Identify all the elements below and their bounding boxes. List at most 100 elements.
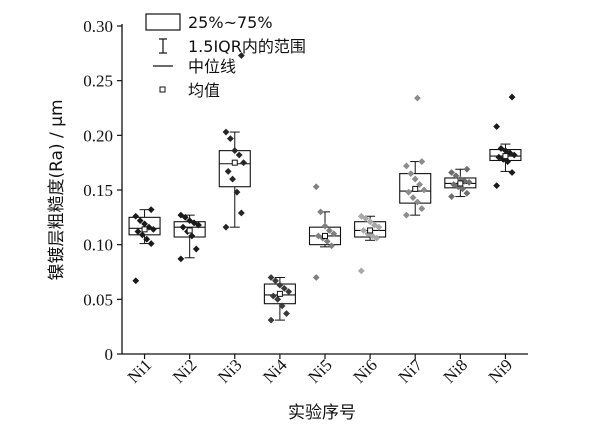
data-point (409, 194, 417, 202)
data-point (272, 277, 279, 285)
data-point (179, 223, 187, 231)
y-tick-label: 0.30 (83, 17, 113, 36)
legend-label-mean: 均值 (188, 81, 220, 100)
x-tick-label: Ni1 (124, 355, 155, 386)
x-tick-label: Ni8 (440, 355, 471, 386)
data-point (229, 175, 236, 183)
data-point (315, 232, 322, 240)
data-point (373, 234, 381, 242)
x-tick-label: Ni4 (259, 355, 291, 387)
data-point (312, 183, 320, 191)
data-point (177, 211, 185, 219)
data-point (186, 217, 194, 225)
data-point (405, 188, 413, 196)
data-point (452, 172, 460, 180)
data-point (147, 240, 155, 247)
x-axis-title: 实验序号 (288, 403, 356, 423)
data-point (499, 155, 507, 163)
legend-label-whisker: 1.5IQR内的范围 (188, 37, 306, 56)
data-point (269, 292, 277, 300)
x-tick-label: Ni7 (395, 355, 427, 387)
box-group-ni9 (489, 93, 522, 190)
y-axis: 0 0.05 0.10 0.15 0.20 0.25 0.30 (83, 17, 122, 364)
data-point (149, 225, 157, 233)
legend-whisker-symbol (159, 38, 167, 54)
data-point (459, 185, 466, 193)
y-axis-title: 镍镀层粗糙度(Ra) / μm (47, 99, 67, 280)
box-group-ni3 (218, 52, 251, 231)
data-point (493, 123, 501, 130)
mean-marker (502, 153, 509, 160)
data-point (188, 232, 196, 240)
data-point (237, 52, 245, 59)
data-point (508, 169, 516, 176)
data-point (495, 153, 503, 161)
box-group-ni4 (263, 274, 296, 324)
data-point (136, 217, 144, 225)
x-tick-label: Ni9 (485, 355, 516, 386)
data-point (274, 295, 282, 303)
mean-marker (231, 159, 238, 166)
data-point (132, 212, 140, 220)
box-group-ni6 (354, 212, 387, 275)
x-tick-label: Ni3 (214, 355, 245, 386)
data-point (235, 151, 243, 159)
data-point (138, 231, 146, 239)
data-point (134, 228, 142, 235)
mean-marker (322, 232, 328, 239)
data-point (141, 220, 148, 228)
data-point (461, 177, 469, 185)
data-point (403, 162, 410, 170)
x-tick-label: Ni6 (349, 355, 380, 386)
mean-marker (276, 290, 283, 297)
data-point (278, 302, 286, 310)
data-point (143, 235, 151, 243)
data-point (450, 181, 458, 188)
data-point (276, 281, 284, 289)
data-point (283, 310, 290, 317)
mean-marker (367, 227, 374, 234)
x-tick-label: Ni5 (304, 355, 335, 386)
data-point (132, 277, 140, 285)
x-tick-label: Ni2 (169, 355, 200, 386)
data-point (418, 205, 426, 212)
data-point (222, 223, 230, 231)
data-point (280, 285, 288, 292)
data-point (317, 208, 324, 216)
data-point (312, 274, 320, 281)
data-point (224, 168, 232, 175)
data-point (267, 316, 275, 324)
iqr-box (218, 150, 251, 188)
data-point (414, 94, 421, 102)
y-tick-label: 0.05 (83, 290, 113, 309)
data-point (240, 159, 247, 167)
data-point (190, 219, 198, 227)
data-point (463, 189, 471, 197)
data-point (508, 93, 516, 101)
mean-marker (186, 227, 193, 234)
data-point (328, 242, 335, 250)
data-point (233, 188, 241, 196)
box-group-ni8 (444, 165, 477, 200)
mean-marker (412, 185, 419, 192)
data-point (231, 147, 239, 155)
legend-label-box: 25%~75% (188, 13, 273, 32)
data-point (366, 218, 374, 226)
y-tick-label: 0.15 (83, 181, 113, 200)
box-group-ni7 (399, 94, 432, 219)
data-point (407, 170, 415, 177)
legend-mean-symbol (159, 86, 166, 93)
x-axis: Ni1 Ni2 Ni3 Ni4 Ni5 Ni6 Ni7 Ni8 Ni9 (124, 354, 516, 387)
data-point (267, 274, 275, 281)
box-series-group (128, 52, 522, 324)
box-group-ni5 (308, 183, 342, 281)
legend-label-median: 中位线 (188, 57, 236, 76)
data-point (226, 135, 234, 143)
data-point (357, 267, 365, 275)
data-point (371, 221, 378, 229)
data-point (510, 151, 518, 159)
mean-marker (457, 180, 464, 187)
plot-area (121, 24, 528, 355)
y-tick-label: 0.20 (83, 126, 113, 145)
data-point (192, 245, 200, 253)
